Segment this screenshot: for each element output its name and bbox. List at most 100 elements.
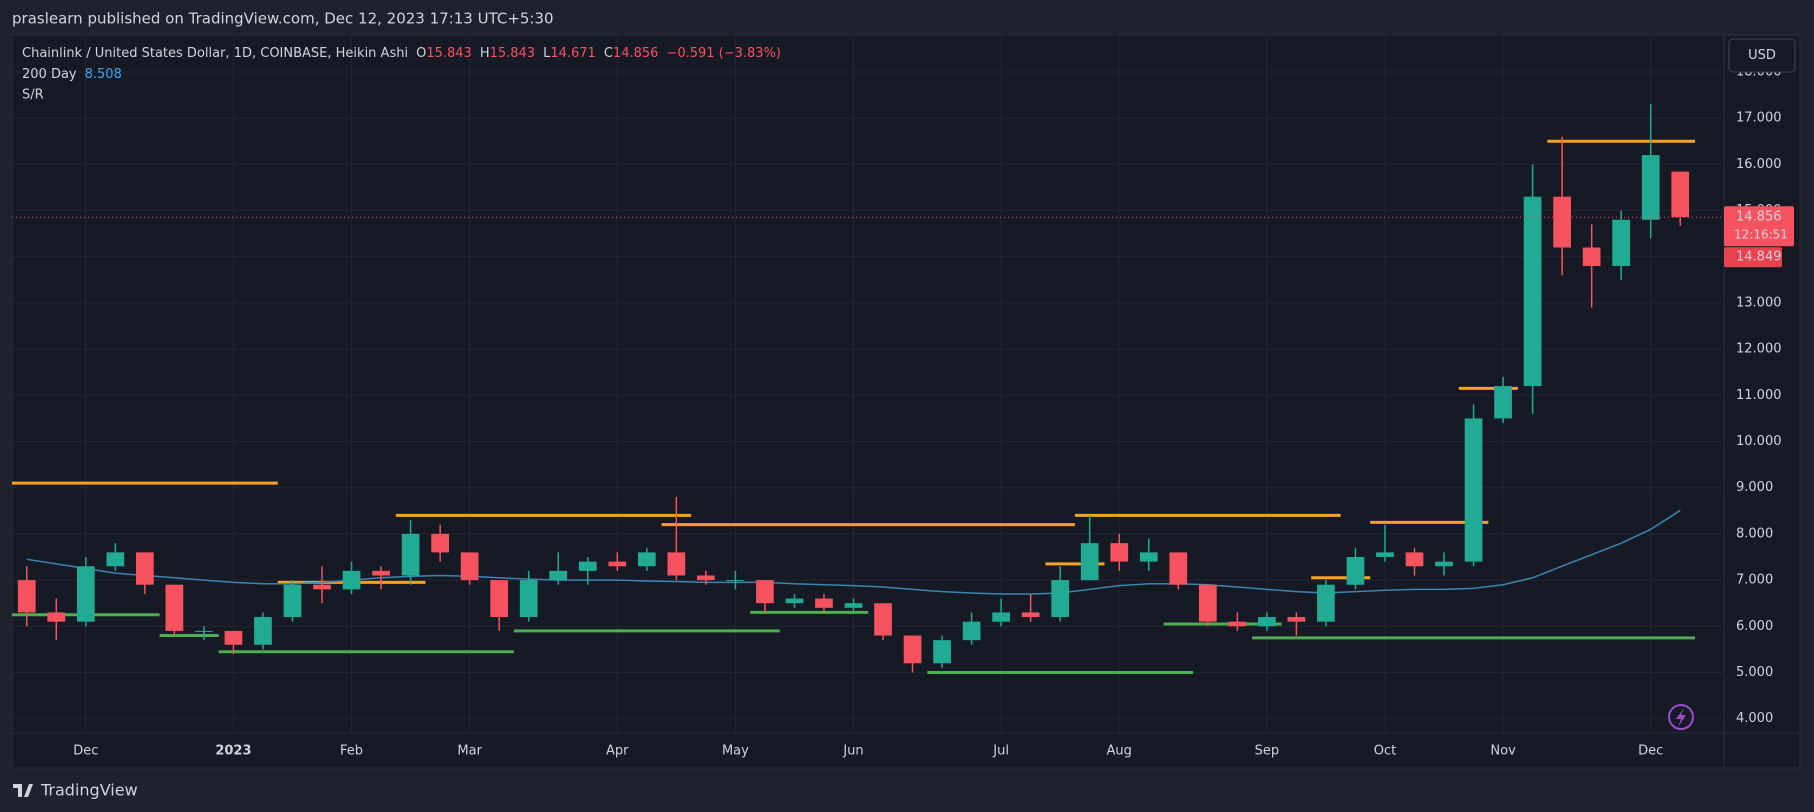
candle-body — [460, 552, 479, 581]
y-tick-label: 9.000 — [1736, 480, 1773, 495]
ohlc-label: O — [416, 46, 426, 61]
candle-body — [1110, 543, 1129, 562]
bid-tag — [1724, 247, 1782, 268]
candle-body — [785, 598, 804, 604]
x-tick-label: Jun — [842, 744, 863, 759]
x-tick-label: Mar — [457, 744, 482, 759]
candle-body — [1258, 617, 1276, 627]
candle-body — [637, 552, 656, 567]
candle-body — [490, 580, 509, 618]
candle-body — [519, 580, 538, 618]
ohlc-label: C — [604, 46, 613, 61]
candle-body — [1494, 386, 1512, 419]
x-tick-label: Oct — [1374, 744, 1396, 759]
y-tick-label: 8.000 — [1736, 526, 1773, 541]
candle-body — [165, 584, 184, 631]
plot — [12, 35, 1724, 733]
candle-body — [1287, 617, 1306, 622]
candle-body — [1317, 584, 1335, 622]
ma-value: 8.508 — [85, 67, 122, 82]
low-value: 14.671 — [550, 46, 596, 61]
y-tick-label: 7.000 — [1736, 573, 1773, 588]
y-tick-label: 16.000 — [1736, 157, 1782, 172]
candle-body — [342, 570, 361, 590]
candle-body — [136, 552, 154, 585]
candle-body — [874, 603, 892, 636]
x-tick-label: Dec — [73, 744, 98, 759]
candle-body — [726, 580, 745, 582]
flash-icon[interactable] — [1668, 704, 1694, 730]
y-tick-label: 12.000 — [1736, 342, 1782, 357]
close-value: 14.856 — [613, 46, 659, 61]
currency-label[interactable]: USD — [1748, 48, 1776, 63]
candle-body — [933, 640, 951, 664]
candle-body — [195, 630, 213, 632]
change: −0.591 (−3.83%) — [666, 46, 781, 61]
x-tick-label: Apr — [606, 744, 629, 759]
symbol: Chainlink / United States Dollar, 1D, CO… — [22, 46, 408, 61]
x-tick-label: 2023 — [215, 744, 251, 759]
candle-body — [1080, 543, 1099, 581]
currency-button[interactable] — [1728, 38, 1796, 73]
open-value: 15.843 — [426, 46, 472, 61]
candle-body — [1553, 196, 1571, 248]
candle-body — [254, 617, 272, 645]
x-tick-label: Jul — [992, 744, 1009, 759]
candle-body — [1228, 621, 1247, 627]
x-tick-label: Dec — [1638, 744, 1663, 759]
candle-body — [697, 575, 715, 581]
x-tick-label: Sep — [1255, 744, 1280, 759]
y-tick-label: 10.000 — [1736, 434, 1782, 449]
x-tick-label: May — [722, 744, 749, 759]
candle-body — [1612, 219, 1631, 266]
ohlc-label: L — [543, 46, 551, 61]
y-tick-label: 4.000 — [1736, 711, 1773, 726]
y-tick-label: 17.000 — [1736, 111, 1782, 126]
candle-body — [1346, 556, 1365, 585]
candle-body — [106, 552, 125, 567]
candle-body — [431, 533, 449, 553]
candle-body — [578, 561, 597, 571]
legend-ma: 200 Day 8.508 — [22, 67, 122, 82]
candle-body — [1051, 580, 1070, 618]
ma-name: 200 Day — [22, 67, 77, 82]
y-tick-label: 5.000 — [1736, 665, 1773, 680]
candle-body — [992, 612, 1010, 622]
candle-body — [844, 603, 863, 608]
countdown: 12:16:51 — [1734, 228, 1788, 242]
candle-body — [962, 621, 981, 641]
candle-body — [1376, 552, 1394, 557]
candle-body — [401, 533, 420, 576]
ohlc-label: H — [480, 46, 490, 61]
bid-value: 14.849 — [1736, 250, 1782, 265]
high-value: 15.843 — [490, 46, 536, 61]
candle-body — [1169, 552, 1188, 585]
candle-body — [815, 598, 833, 608]
ma-line — [26, 509, 1681, 595]
candle-body — [1582, 247, 1601, 266]
candle-body — [756, 580, 774, 604]
price-tag — [1724, 206, 1794, 247]
y-tick-label: 13.000 — [1736, 295, 1782, 310]
candle-body — [549, 570, 568, 581]
x-tick-label: Aug — [1107, 744, 1132, 759]
candle-body — [903, 635, 922, 664]
candle-body — [1435, 561, 1453, 567]
legend-main: Chainlink / United States Dollar, 1D, CO… — [22, 46, 781, 61]
x-tick-label: Nov — [1490, 744, 1516, 759]
candle-body — [283, 584, 302, 618]
candle-body — [667, 552, 686, 576]
published-line: praslearn published on TradingView.com, … — [12, 10, 554, 28]
brand: TradingView — [13, 781, 138, 800]
candle-body — [608, 561, 627, 567]
candle-body — [372, 570, 390, 576]
y-tick-label: 6.000 — [1736, 619, 1773, 634]
candle-body — [47, 612, 66, 622]
candle-body — [1021, 612, 1040, 618]
x-tick-label: Feb — [340, 744, 363, 759]
candle-body — [1641, 155, 1660, 220]
candle-body — [1671, 171, 1690, 218]
candle-body — [1139, 552, 1158, 562]
candle-body — [224, 630, 243, 645]
